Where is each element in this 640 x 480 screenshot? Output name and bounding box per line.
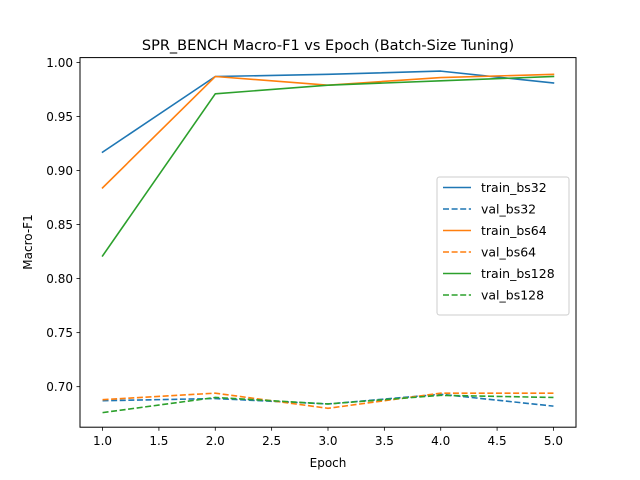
series-layer	[101, 70, 555, 414]
legend-label-train-bs128: train_bs128	[481, 266, 555, 281]
y-tick-label: 0.75	[46, 326, 73, 340]
x-tick-label: 2.0	[206, 434, 225, 448]
legend: train_bs32 val_bs32 train_bs64 val_bs64trai…	[436, 176, 570, 316]
legend-label-val-bs128: val_bs128	[481, 288, 544, 303]
x-tick-label: 1.0	[93, 434, 112, 448]
legend-label-val-bs32: val_bs32	[481, 202, 536, 217]
legend-label-val-bs64: val_bs64	[481, 245, 536, 260]
x-tick-label: 3.5	[375, 434, 394, 448]
series-line-train-bs32	[101, 70, 555, 154]
x-tick-label: 4.0	[431, 434, 450, 448]
y-tick-label: 1.00	[46, 56, 73, 70]
x-tick-label: 1.5	[149, 434, 168, 448]
y-tick-label: 0.95	[46, 110, 73, 124]
series-line-train-bs128	[101, 75, 555, 258]
series-line-val-bs64	[102, 392, 554, 410]
chart-title: SPR_BENCH Macro-F1 vs Epoch (Batch-Size …	[142, 38, 514, 54]
y-tick-label: 0.90	[46, 164, 73, 178]
x-tick-label: 3.0	[318, 434, 337, 448]
legend-box	[436, 176, 570, 316]
legend-label-train-bs32: train_bs32	[481, 180, 547, 195]
series-line-train-bs64	[101, 73, 555, 189]
legend-label-train-bs64: train_bs64	[481, 223, 547, 238]
y-tick-label: 0.80	[46, 272, 73, 286]
x-axis-label: Epoch	[310, 456, 347, 470]
series-line-val-bs128	[102, 394, 554, 414]
x-tick-label: 5.0	[544, 434, 563, 448]
x-tick-label: 4.5	[488, 434, 507, 448]
y-tick-label: 0.85	[46, 218, 73, 232]
x-tick-label: 2.5	[262, 434, 281, 448]
y-tick-label: 0.70	[46, 380, 73, 394]
x-axis: 1.0 1.5 2.0 2.5 3.0 3.5 4.0 4.5 5.0	[93, 427, 563, 448]
y-axis-label: Macro-F1	[21, 214, 35, 269]
y-axis: 0.70 0.75 0.80 0.85 0.90 0.95 1.00	[46, 56, 80, 394]
